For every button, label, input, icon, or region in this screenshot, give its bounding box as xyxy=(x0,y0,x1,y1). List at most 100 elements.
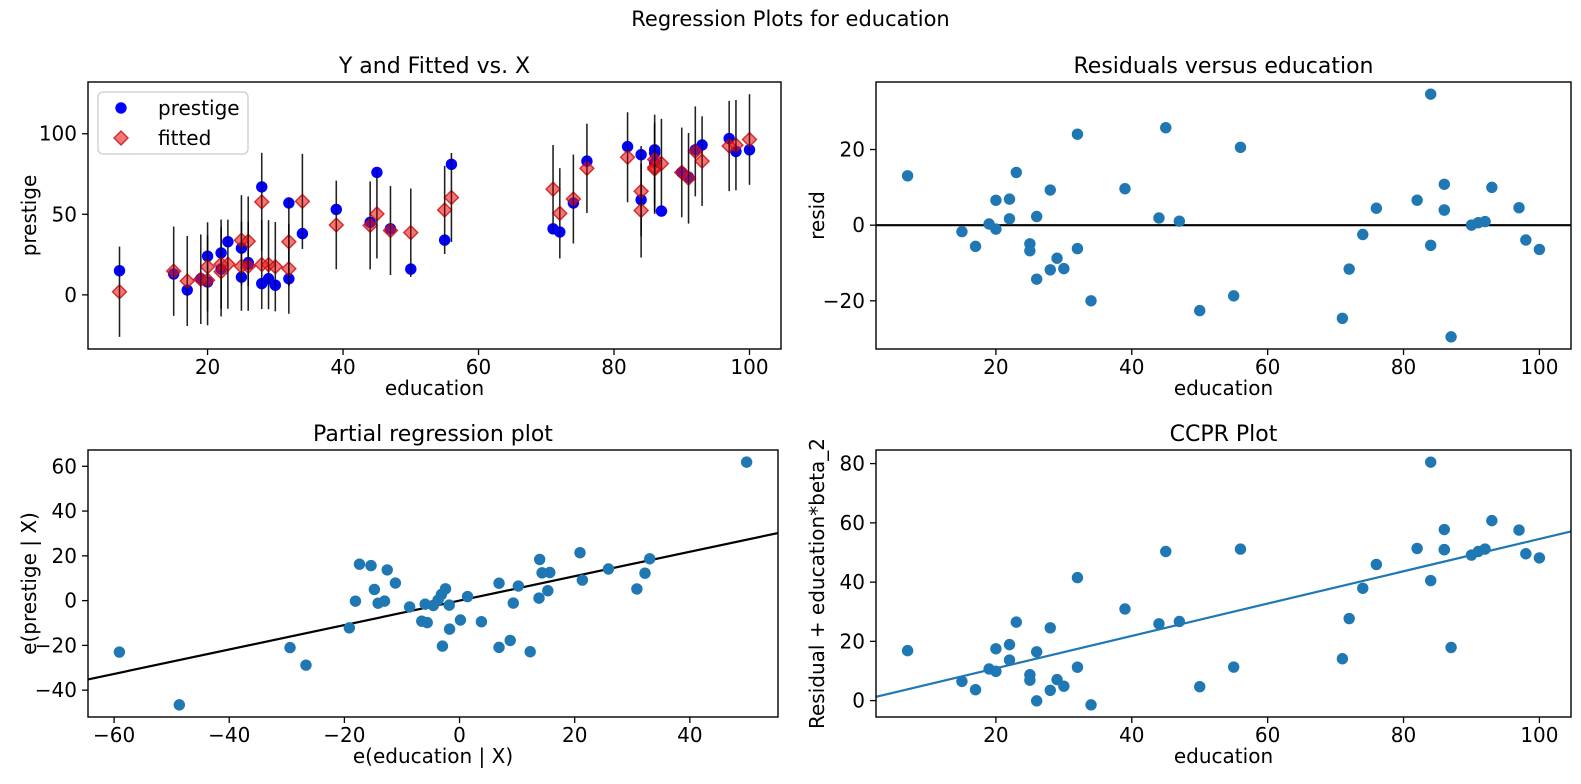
data-point-e-prestige-X- xyxy=(454,614,467,626)
data-point-e-prestige-X- xyxy=(512,580,525,592)
data-point-resid xyxy=(1153,212,1165,224)
data-point-e-prestige-X- xyxy=(443,599,455,611)
data-point-prestige xyxy=(655,205,668,217)
data-point-resid xyxy=(990,223,1002,235)
data-point-resid xyxy=(1445,331,1457,343)
data-point-resid xyxy=(1071,242,1084,255)
data-point-resid xyxy=(1030,273,1043,285)
data-point-Residual-education-beta-2 xyxy=(1438,523,1450,536)
data-point-resid xyxy=(1044,264,1056,276)
data-point-e-prestige-X- xyxy=(740,456,753,468)
y-tick-label: 60 xyxy=(52,454,77,478)
data-point-e-prestige-X- xyxy=(365,559,377,572)
data-point-e-prestige-X- xyxy=(493,577,505,589)
x-tick-label: 100 xyxy=(1520,723,1558,747)
data-point-e-prestige-X- xyxy=(300,659,312,671)
data-point-e-prestige-X- xyxy=(524,646,536,658)
data-point-Residual-education-beta-2 xyxy=(1472,545,1484,558)
subplot-title-bottom-left: Partial regression plot xyxy=(313,422,553,447)
data-point-resid xyxy=(1486,181,1498,194)
legend-marker-fitted xyxy=(113,130,129,146)
x-tick-label: 40 xyxy=(677,723,702,747)
x-axis-label-bottom-right: education xyxy=(1174,744,1273,768)
y-tick-label: 40 xyxy=(840,570,865,594)
x-tick-label: 60 xyxy=(1255,355,1280,379)
legend-label-prestige: prestige xyxy=(158,96,240,120)
data-point-Residual-education-beta-2 xyxy=(1044,622,1056,634)
data-point-Residual-education-beta-2 xyxy=(1533,552,1546,564)
data-point-resid xyxy=(1425,239,1437,252)
data-point-Residual-education-beta-2 xyxy=(1486,514,1498,527)
data-point-Residual-education-beta-2 xyxy=(1071,571,1084,584)
data-point-e-prestige-X- xyxy=(493,641,505,654)
data-point-e-prestige-X- xyxy=(389,577,402,589)
data-point-resid xyxy=(1370,202,1383,214)
data-point-e-prestige-X- xyxy=(173,699,186,711)
y-tick-label: −20 xyxy=(823,289,865,313)
data-point-e-prestige-X- xyxy=(403,601,416,613)
data-point-e-prestige-X- xyxy=(574,547,586,559)
data-point-e-prestige-X- xyxy=(368,583,381,596)
y-axis-label-bottom-left: e(prestige | X) xyxy=(17,512,41,655)
data-point-resid xyxy=(1425,88,1437,100)
data-point-Residual-education-beta-2 xyxy=(1370,558,1383,571)
subplot-title-top-left: Y and Fitted vs. X xyxy=(338,54,530,79)
data-point-Residual-education-beta-2 xyxy=(990,643,1002,655)
y-tick-label: 40 xyxy=(52,499,77,523)
x-tick-label: 60 xyxy=(1255,723,1280,747)
x-tick-label: 40 xyxy=(1119,723,1144,747)
axes-frame-bottom-left xyxy=(87,449,779,718)
data-point-Residual-education-beta-2 xyxy=(1194,680,1206,693)
x-tick-label: 80 xyxy=(601,355,626,379)
x-tick-label: 100 xyxy=(730,355,768,379)
data-point-e-prestige-X- xyxy=(533,592,545,604)
data-point-e-prestige-X- xyxy=(421,616,433,629)
data-point-resid xyxy=(901,170,914,182)
data-point-resid xyxy=(969,240,982,253)
data-point-Residual-education-beta-2 xyxy=(1119,603,1131,615)
data-point-resid xyxy=(1058,262,1070,275)
data-point-resid xyxy=(956,225,968,238)
data-point-Residual-education-beta-2 xyxy=(1058,680,1070,692)
data-point-Residual-education-beta-2 xyxy=(1160,545,1172,558)
data-point-resid xyxy=(1071,128,1084,140)
legend-box xyxy=(97,91,249,155)
data-point-e-prestige-X- xyxy=(461,590,474,603)
x-tick-label: 20 xyxy=(562,723,587,747)
data-point-e-prestige-X- xyxy=(381,564,393,576)
y-tick-label: −40 xyxy=(35,678,77,702)
data-point-resid xyxy=(1336,312,1349,324)
x-axis-label-bottom-left: e(education | X) xyxy=(353,744,513,768)
data-point-e-prestige-X- xyxy=(432,594,444,606)
data-point-e-prestige-X- xyxy=(113,646,126,658)
y-axis-label-bottom-right: Residual + education*beta_2 xyxy=(805,438,829,729)
x-tick-label: 80 xyxy=(1391,723,1416,747)
x-tick-label: −60 xyxy=(93,723,135,747)
data-point-Residual-education-beta-2 xyxy=(1030,646,1043,658)
axes-frame-top-right xyxy=(875,81,1572,350)
data-point-Residual-education-beta-2 xyxy=(1153,618,1165,630)
y-tick-label: 60 xyxy=(840,511,865,535)
data-point-resid xyxy=(1044,184,1056,196)
data-point-resid xyxy=(1234,141,1247,154)
y-tick-label: 50 xyxy=(52,202,77,226)
data-point-Residual-education-beta-2 xyxy=(1425,574,1437,587)
data-point-e-prestige-X- xyxy=(602,563,615,575)
data-point-resid xyxy=(1357,228,1369,241)
data-point-e-prestige-X- xyxy=(536,567,548,579)
data-point-resid xyxy=(1472,216,1484,229)
x-tick-label: 60 xyxy=(466,355,491,379)
data-point-Residual-education-beta-2 xyxy=(1003,638,1016,651)
x-tick-label: 20 xyxy=(195,355,220,379)
data-point-resid xyxy=(1085,295,1097,307)
data-point-e-prestige-X- xyxy=(439,583,452,595)
y-tick-label: 100 xyxy=(39,122,77,146)
legend-label-fitted: fitted xyxy=(158,126,211,150)
y-axis-label-top-left: prestige xyxy=(17,175,41,257)
data-point-Residual-education-beta-2 xyxy=(1010,616,1022,628)
data-point-resid xyxy=(1030,210,1043,223)
data-point-resid xyxy=(990,194,1002,206)
data-point-Residual-education-beta-2 xyxy=(1030,695,1043,707)
x-axis-label-top-right: education xyxy=(1174,376,1273,400)
data-point-resid xyxy=(1513,201,1525,214)
